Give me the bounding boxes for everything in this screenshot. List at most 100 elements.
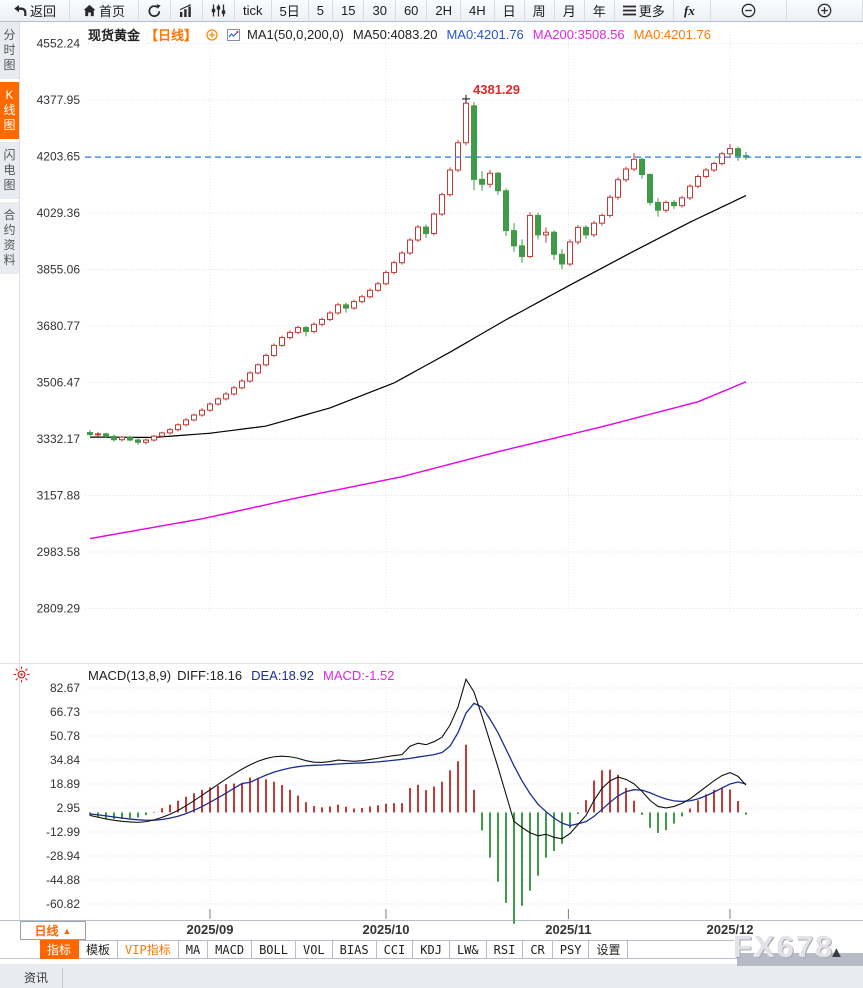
candle (399, 252, 405, 264)
price-axis-label: 3680.77 (37, 319, 81, 333)
candle (703, 169, 709, 177)
candle (327, 312, 333, 320)
indicator-rsi-button[interactable]: RSI (486, 940, 524, 959)
x-axis-month-label: 2025/12 (706, 922, 754, 937)
toolbar-day-button[interactable]: 日 (495, 0, 525, 21)
bottom-bar: 资讯 (0, 962, 863, 988)
macd-axis-label: 34.84 (50, 753, 80, 767)
toolbar-zoom-out-button[interactable] (711, 0, 787, 21)
candle (103, 433, 109, 437)
toolbar-back-label: 返回 (30, 4, 57, 19)
macd-axis-label: 82.67 (50, 681, 80, 695)
indicator-macd-button[interactable]: MACD (208, 940, 253, 959)
candle (183, 419, 189, 426)
toolbar-zoom-in-button[interactable] (787, 0, 863, 21)
mini-chart-icon[interactable] (227, 28, 241, 41)
sun-icon[interactable] (13, 666, 30, 688)
price-axis-label: 3855.06 (37, 263, 81, 277)
candle (487, 172, 493, 185)
high-price-annotation: 4381.29 (473, 82, 520, 97)
toolbar-2h-button[interactable]: 2H (427, 0, 462, 21)
candle (351, 301, 357, 309)
toolbar-week-button[interactable]: 周 (525, 0, 555, 21)
macd-formula-label: MACD(13,8,9) (88, 668, 172, 683)
candle (279, 337, 285, 346)
indicator-lw-button[interactable]: LW& (449, 940, 487, 959)
indicator-zhibiao-button[interactable]: 指标 (40, 940, 80, 959)
toolbar-fx-button[interactable]: fx (674, 0, 711, 21)
symbol-name: 现货黄金 (88, 28, 141, 43)
toolbar-tick-button[interactable]: tick (235, 0, 272, 21)
toolbar-60min-button[interactable]: 60 (396, 0, 428, 21)
toolbar-5min-button[interactable]: 5 (309, 0, 333, 21)
candle (335, 304, 341, 314)
sidebar-tab-time-share[interactable]: 分时图 (0, 22, 19, 79)
indicator-bias-button[interactable]: BIAS (332, 940, 377, 959)
candle (151, 435, 157, 441)
candle (359, 296, 365, 303)
toolbar-week-label: 周 (532, 4, 546, 19)
candle (727, 148, 733, 155)
news-tab[interactable]: 资讯 (10, 968, 64, 988)
candle (719, 153, 725, 165)
indicator-ma-button[interactable]: MA (178, 940, 209, 959)
toolbar-60min-label: 60 (403, 3, 419, 18)
diff-line (89, 677, 747, 840)
macd-axis-label: 2.95 (57, 801, 81, 815)
indicator-settings-button[interactable]: 设置 (589, 940, 629, 959)
candle (415, 226, 421, 241)
candle (431, 213, 437, 235)
zoom-in-icon (817, 3, 832, 18)
indicator-psy-button[interactable]: PSY (552, 940, 590, 959)
candle (111, 435, 117, 441)
toolbar-back-button[interactable]: 返回 (0, 0, 71, 21)
toolbar-more-button[interactable]: 更多 (615, 0, 674, 21)
period-selector[interactable]: 日线 ▲ (20, 921, 86, 940)
price-axis-label: 3157.88 (37, 489, 81, 503)
price-and-macd-chart[interactable]: 4552.24 4377.95 4203.65 4029.36 3855.06 3680.… (0, 22, 863, 935)
sidebar-tab-lightning[interactable]: 闪电图 (0, 142, 19, 199)
candle (503, 190, 509, 232)
candle (543, 231, 549, 236)
candle (239, 380, 245, 389)
collapse-handle-icon[interactable]: ▲ (829, 944, 844, 961)
toolbar-home-button[interactable]: 首页 (70, 0, 140, 21)
candle-chart-icon (211, 4, 226, 17)
candle (263, 354, 269, 366)
toolbar-candle-chart-button[interactable] (203, 0, 236, 21)
toolbar-month-button[interactable]: 月 (555, 0, 585, 21)
toolbar-15min-label: 15 (341, 3, 356, 18)
candle (319, 318, 325, 325)
indicator-kdj-button[interactable]: KDJ (413, 940, 450, 959)
indicator-cci-button[interactable]: CCI (376, 940, 414, 959)
indicator-moban-button[interactable]: 模板 (79, 940, 119, 959)
candle (535, 214, 541, 236)
toolbar-5d-button[interactable]: 5日 (272, 0, 309, 21)
candle (463, 102, 469, 144)
sidebar-tab-contract-info[interactable]: 合约资料 (0, 202, 19, 274)
candle (647, 174, 653, 203)
candle (175, 424, 181, 431)
indicator-vol-button[interactable]: VOL (295, 940, 333, 959)
sidebar-tab-kline[interactable]: K线图 (0, 82, 19, 139)
candle (343, 304, 349, 309)
indicator-boll-button[interactable]: BOLL (252, 940, 296, 959)
candle (447, 169, 453, 196)
toolbar-bar-chart-button[interactable] (171, 0, 204, 21)
toolbar-30min-button[interactable]: 30 (364, 0, 396, 21)
svg-text:fx: fx (684, 3, 695, 18)
fx-icon: fx (682, 3, 702, 18)
toolbar-refresh-button[interactable] (139, 0, 172, 21)
candle (191, 414, 197, 421)
indicator-cr-button[interactable]: CR (523, 940, 553, 959)
toolbar-year-button[interactable]: 年 (585, 0, 615, 21)
candle (119, 436, 125, 441)
indicator-vip-button[interactable]: VIP指标 (118, 940, 179, 959)
toolbar-4h-button[interactable]: 4H (461, 0, 495, 21)
toolbar-30min-label: 30 (372, 3, 387, 18)
toolbar-15min-button[interactable]: 15 (333, 0, 365, 21)
macd-axis-label: 50.78 (50, 729, 80, 743)
add-circle-icon[interactable] (206, 28, 218, 41)
price-axis-label: 4377.95 (37, 93, 81, 107)
period-label: 【日线】 (145, 28, 198, 43)
